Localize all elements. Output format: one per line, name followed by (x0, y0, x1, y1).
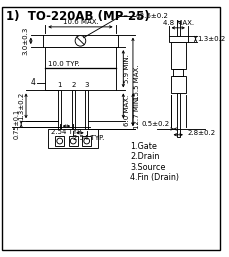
Text: 12.7 MIN.: 12.7 MIN. (133, 96, 139, 129)
Text: 3.Source: 3.Source (129, 163, 165, 172)
Text: 0.75±0.1: 0.75±0.1 (13, 109, 19, 139)
Bar (170, 76, 185, 93)
Text: 10.6 MAX.: 10.6 MAX. (62, 19, 98, 25)
Text: 1)  TO-220AB (MP-25): 1) TO-220AB (MP-25) (6, 10, 149, 23)
Text: 2.Drain: 2.Drain (129, 152, 159, 161)
Text: 4.8 MAX.: 4.8 MAX. (162, 20, 193, 26)
Text: 2: 2 (71, 81, 75, 88)
Bar (55, 136, 64, 146)
Text: 2.54 TYP.: 2.54 TYP. (72, 135, 104, 141)
Text: 10.0 TYP.: 10.0 TYP. (48, 61, 79, 67)
Text: 3: 3 (84, 81, 89, 88)
Text: 1.Gate: 1.Gate (129, 142, 156, 151)
Circle shape (57, 138, 62, 144)
Text: 0.5±0.2: 0.5±0.2 (141, 121, 169, 127)
Circle shape (83, 138, 89, 144)
Text: 1.3±0.2: 1.3±0.2 (18, 92, 24, 120)
Text: 1.3±0.2: 1.3±0.2 (197, 36, 225, 42)
Text: 2.8±0.2: 2.8±0.2 (187, 130, 215, 136)
Text: 15.5 MAX.: 15.5 MAX. (133, 64, 139, 99)
Text: 5.9 MIN.: 5.9 MIN. (124, 54, 130, 83)
Bar (176, 21, 179, 35)
Bar (45, 47, 115, 90)
Text: φ3.6±0.2: φ3.6±0.2 (135, 13, 168, 19)
Bar (170, 42, 185, 69)
Bar (48, 129, 98, 148)
Text: 6.0 MAX.: 6.0 MAX. (124, 95, 130, 126)
Circle shape (70, 138, 76, 144)
Bar (68, 136, 77, 146)
Text: 3.0±0.3: 3.0±0.3 (23, 27, 29, 55)
Bar (82, 136, 91, 146)
Text: 4.Fin (Drain): 4.Fin (Drain) (129, 173, 178, 182)
Text: 1: 1 (57, 81, 62, 88)
Bar (43, 35, 117, 47)
Text: 4: 4 (31, 78, 35, 87)
Bar (168, 35, 187, 42)
Text: 2.54 TYP.: 2.54 TYP. (51, 129, 82, 135)
Circle shape (75, 35, 85, 46)
Bar (71, 90, 75, 129)
Bar (58, 90, 61, 129)
Bar (85, 90, 88, 129)
Bar (176, 93, 179, 137)
